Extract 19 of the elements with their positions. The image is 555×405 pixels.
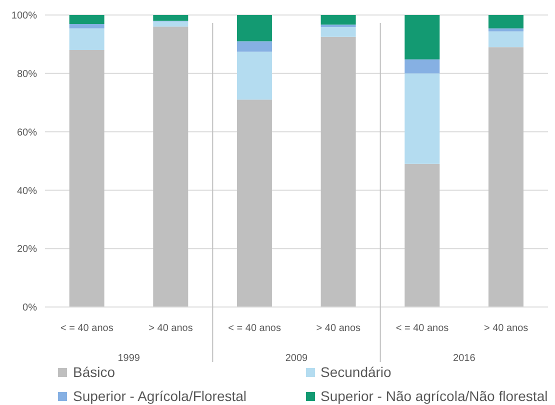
y-tick-label: 60% [16, 127, 38, 138]
y-tick-label: 100% [11, 10, 38, 22]
legend-label: Superior - Agrícola/Florestal [73, 388, 247, 404]
y-tick-label: 0% [22, 302, 38, 314]
x-tick-label: < = 40 anos [60, 323, 114, 334]
legend-label: Superior - Não agrícola/Não florestal [320, 388, 548, 404]
y-tick-label: 20% [16, 244, 38, 256]
x-tick-label: > 40 anos [316, 323, 361, 334]
legend-label: Básico [73, 364, 116, 380]
x-tick-label: > 40 anos [148, 323, 193, 334]
x-tick-label: > 40 anos [484, 323, 528, 334]
legend-label: Secundário [320, 364, 392, 380]
text: 1999 [118, 353, 140, 364]
x-tick-label: < = 40 anos [396, 323, 449, 334]
text: 2016 [453, 353, 476, 364]
text: 2009 [285, 353, 308, 364]
x-tick-label: < = 40 anos [228, 323, 281, 334]
y-tick-label: 80% [16, 68, 38, 80]
y-tick-label: 40% [16, 186, 38, 197]
